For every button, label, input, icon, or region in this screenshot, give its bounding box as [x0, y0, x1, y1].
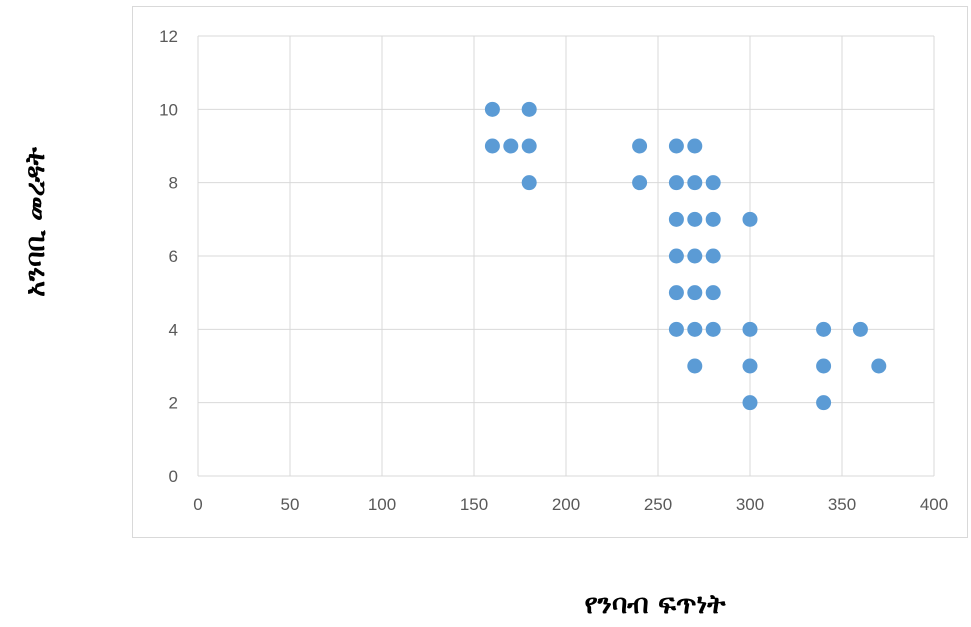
data-point [687, 211, 703, 227]
data-point [816, 358, 832, 374]
data-point [632, 138, 648, 154]
data-point [668, 211, 684, 227]
chart-area: 0 2 4 6 8 10 12 0 50 100 150 200 250 300 350 400 [132, 6, 968, 538]
data-point [852, 321, 868, 337]
data-point [668, 321, 684, 337]
x-tick-label: 150 [460, 495, 488, 514]
data-point [687, 248, 703, 264]
data-point [816, 321, 832, 337]
x-tick-label: 200 [552, 495, 580, 514]
data-point [816, 395, 832, 411]
data-point [668, 285, 684, 301]
y-tick-label: 0 [169, 467, 178, 486]
x-tick-label: 350 [828, 495, 856, 514]
data-point [742, 321, 758, 337]
y-tick-label: 8 [169, 174, 178, 193]
data-point [668, 175, 684, 191]
data-point [705, 211, 721, 227]
x-tick-label: 0 [193, 495, 202, 514]
data-point [484, 101, 500, 117]
data-point [668, 248, 684, 264]
data-point [503, 138, 519, 154]
data-point [687, 175, 703, 191]
x-axis-label: የንባብ ፍጥነት [584, 589, 726, 620]
x-tick-label: 250 [644, 495, 672, 514]
data-point [484, 138, 500, 154]
data-point [521, 101, 537, 117]
y-tick-label: 4 [169, 320, 178, 339]
data-point [632, 175, 648, 191]
data-point [687, 138, 703, 154]
data-point [521, 138, 537, 154]
data-point [705, 321, 721, 337]
x-tick-label: 400 [920, 495, 948, 514]
data-point [687, 285, 703, 301]
data-point [705, 248, 721, 264]
data-point [668, 138, 684, 154]
y-axis-label: አንባቢ መረዳት [20, 147, 51, 297]
y-axis-title: አንባቢ መረዳት [6, 0, 66, 627]
y-tick-label: 6 [169, 247, 178, 266]
data-point [705, 285, 721, 301]
scatter-plot: 0 2 4 6 8 10 12 0 50 100 150 200 250 300 350 400 [159, 27, 948, 514]
y-tick-label: 10 [159, 100, 178, 119]
data-point [687, 321, 703, 337]
data-point [871, 358, 887, 374]
x-tick-label: 100 [368, 495, 396, 514]
x-tick-label: 50 [281, 495, 300, 514]
data-point [687, 358, 703, 374]
data-point [521, 175, 537, 191]
data-point [742, 358, 758, 374]
data-point [705, 175, 721, 191]
y-tick-label: 12 [159, 27, 178, 46]
data-point [742, 395, 758, 411]
x-tick-label: 300 [736, 495, 764, 514]
data-point [742, 211, 758, 227]
y-tick-label: 2 [169, 394, 178, 413]
